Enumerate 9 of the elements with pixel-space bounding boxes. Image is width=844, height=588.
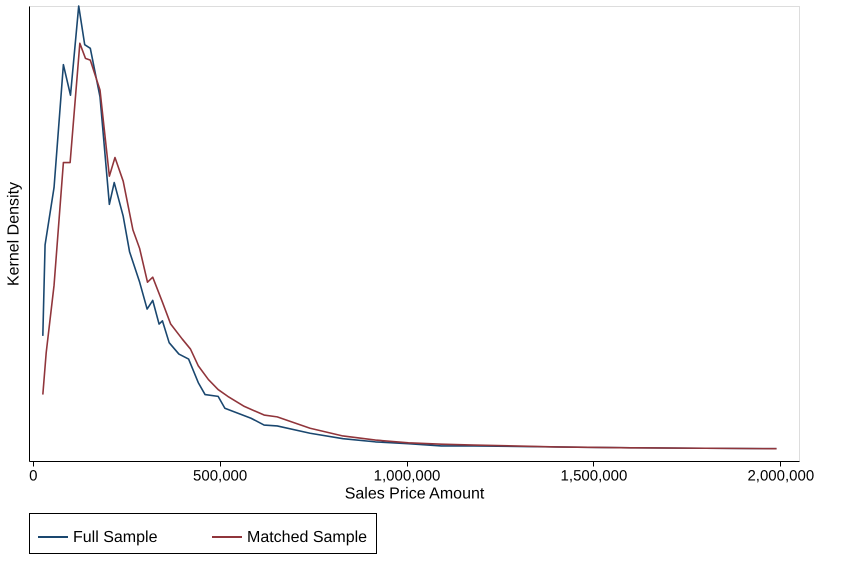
- legend-label: Matched Sample: [247, 529, 368, 546]
- x-tick-label: 1,500,000: [560, 468, 628, 484]
- x-tick-label: 0: [29, 468, 38, 484]
- x-tick-label: 500,000: [193, 468, 248, 484]
- x-tick-label: 1,000,000: [374, 468, 440, 484]
- y-axis-title: Kernel Density: [6, 182, 22, 286]
- x-axis-title: Sales Price Amount: [344, 486, 485, 502]
- legend-label: Full Sample: [73, 529, 158, 546]
- x-tick-label: 2,000,000: [747, 468, 814, 484]
